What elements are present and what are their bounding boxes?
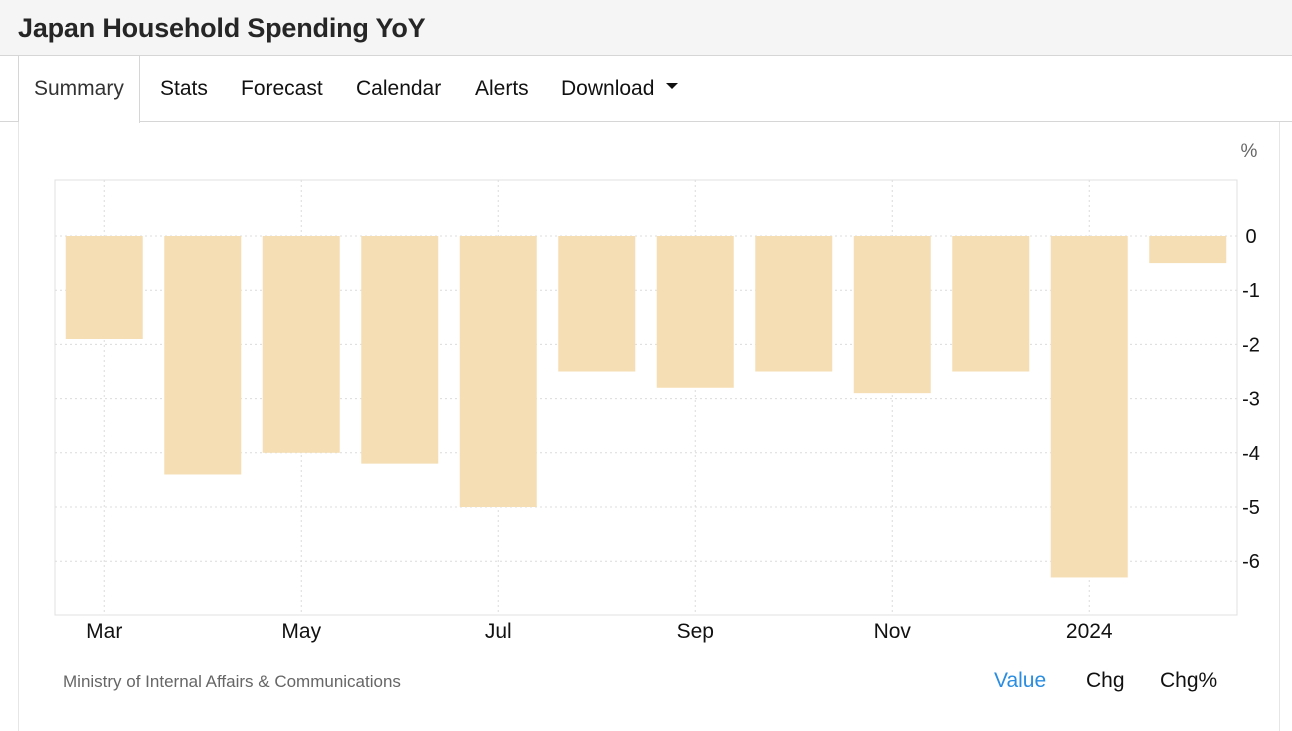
x-tick-labels: Mar May Jul Sep Nov 2024 <box>86 620 1113 643</box>
y-tick-label: -2 <box>1242 334 1260 356</box>
x-tick-label: Nov <box>874 620 912 643</box>
plot-frame <box>54 179 1238 616</box>
bar-dec[interactable] <box>952 236 1030 372</box>
x-tick-label: Sep <box>677 620 714 643</box>
y-unit-label: % <box>1241 141 1258 162</box>
bar-apr[interactable] <box>164 236 242 475</box>
bar-feb[interactable] <box>1149 236 1227 264</box>
bar-jun[interactable] <box>361 236 439 464</box>
tab-calendar[interactable]: Calendar <box>356 77 442 100</box>
horizontal-gridlines <box>55 235 1237 562</box>
bar-aug[interactable] <box>558 236 636 372</box>
tab-forecast[interactable]: Forecast <box>241 77 323 100</box>
bar-sep[interactable] <box>656 236 734 388</box>
bars <box>65 236 1227 578</box>
bar-jul[interactable] <box>459 236 537 507</box>
toggle-chg-percent[interactable]: Chg% <box>1160 669 1218 692</box>
y-tick-label: -5 <box>1242 497 1260 519</box>
tab-bar: Summary Stats Forecast Calendar Alerts D… <box>0 56 1292 123</box>
tab-download-label: Download <box>561 77 655 100</box>
source-label: Ministry of Internal Affairs & Communica… <box>63 672 401 691</box>
bar-mar[interactable] <box>65 236 143 339</box>
y-tick-label: -3 <box>1242 389 1260 411</box>
toggle-value[interactable]: Value <box>994 669 1047 692</box>
toggle-chg[interactable]: Chg <box>1086 669 1125 692</box>
y-tick-label: -6 <box>1242 551 1260 573</box>
title-bar: Japan Household Spending YoY <box>0 0 1292 56</box>
bar-nov[interactable] <box>853 236 931 394</box>
bar-2024[interactable] <box>1050 236 1128 578</box>
tab-summary[interactable]: Summary <box>18 56 140 123</box>
y-tick-label: 0 <box>1245 226 1256 248</box>
y-tick-labels: 0 -1 -2 -3 -4 -5 -6 <box>1242 226 1260 573</box>
tab-alerts[interactable]: Alerts <box>475 77 529 100</box>
x-tick-label: May <box>281 620 321 643</box>
y-tick-label: -4 <box>1242 443 1260 465</box>
chart-panel <box>18 122 1280 731</box>
tab-stats[interactable]: Stats <box>160 77 208 100</box>
caret-down-icon <box>666 83 679 90</box>
page-title: Japan Household Spending YoY <box>18 13 426 43</box>
x-tick-label: Jul <box>485 620 512 643</box>
bar-may[interactable] <box>262 236 340 453</box>
tab-download[interactable]: Download <box>561 56 679 122</box>
x-tick-label: Mar <box>86 620 122 643</box>
x-tick-label: 2024 <box>1066 620 1113 643</box>
y-tick-label: -1 <box>1242 280 1260 302</box>
bar-oct[interactable] <box>755 236 833 372</box>
